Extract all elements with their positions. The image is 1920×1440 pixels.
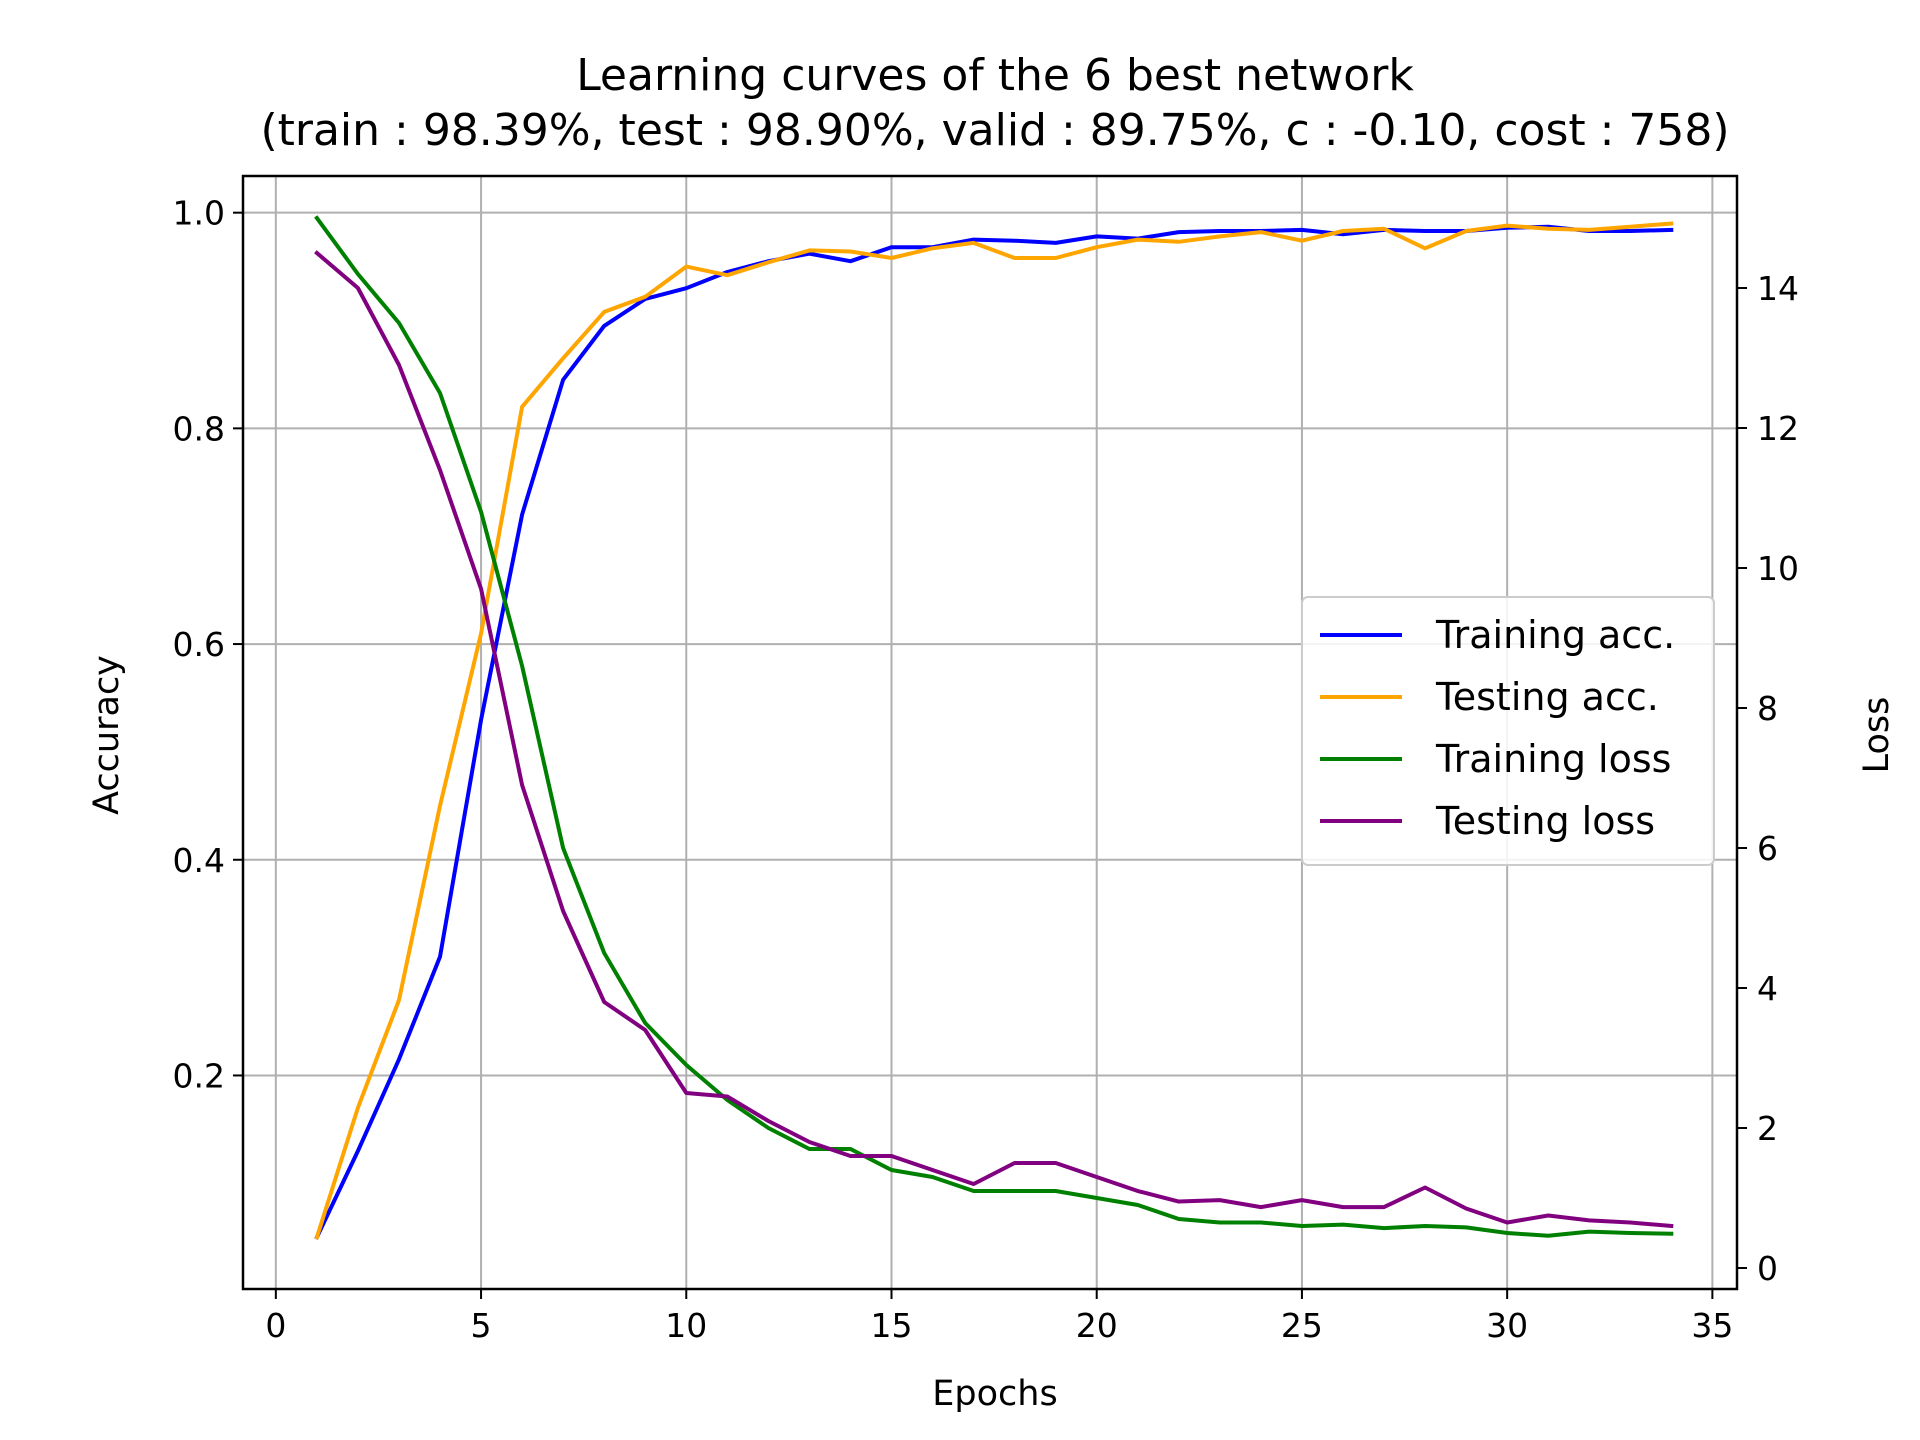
y-tick-label: 0.8 [173, 409, 225, 448]
y2-tick-label: 4 [1757, 969, 1778, 1008]
x-axis: 0 5 10 15 20 25 30 35 [265, 1289, 1733, 1345]
right-y-axis: 0 2 4 6 8 10 12 14 [1737, 269, 1799, 1288]
legend-label-training-loss: Training loss [1435, 737, 1671, 781]
x-tick-label: 10 [665, 1306, 707, 1345]
legend-label-testing-acc: Testing acc. [1435, 675, 1659, 719]
chart-title: Learning curves of the 6 best network [576, 50, 1414, 101]
x-tick-label: 35 [1691, 1306, 1733, 1345]
series-line-training-loss [314, 215, 1674, 1238]
y2-tick-label: 10 [1757, 549, 1799, 588]
x-tick-label: 15 [870, 1306, 912, 1345]
y2-tick-label: 8 [1757, 689, 1778, 728]
y2-tick-label: 2 [1757, 1109, 1778, 1148]
series-line-training-acc [314, 224, 1674, 1240]
x-tick-label: 5 [471, 1306, 492, 1345]
chart-subtitle: (train : 98.39%, test : 98.90%, valid : … [260, 105, 1729, 156]
y-tick-label: 0.4 [173, 841, 225, 880]
x-tick-label: 30 [1486, 1306, 1528, 1345]
legend: Training acc. Testing acc. Training loss Te… [1301, 596, 1715, 866]
y-tick-label: 1.0 [173, 194, 225, 233]
series-line-testing-loss [314, 250, 1674, 1229]
y2-tick-label: 14 [1757, 269, 1799, 308]
series-line-testing-acc [314, 221, 1674, 1240]
right-y-axis-label: Loss [1857, 697, 1897, 774]
y-tick-label: 0.6 [173, 625, 225, 664]
y2-tick-label: 0 [1757, 1249, 1778, 1288]
x-axis-label: Epochs [932, 1374, 1057, 1414]
series-lines [314, 215, 1674, 1240]
legend-label-testing-loss: Testing loss [1435, 799, 1655, 843]
x-tick-label: 25 [1281, 1306, 1323, 1345]
plot-frame [241, 174, 1739, 1291]
legend-box [1301, 596, 1715, 866]
left-y-axis: 0.2 0.4 0.6 0.8 1.0 [173, 194, 243, 1095]
y2-tick-label: 12 [1757, 409, 1799, 448]
x-tick-label: 20 [1076, 1306, 1118, 1345]
legend-label-training-acc: Training acc. [1435, 613, 1675, 657]
x-tick-label: 0 [265, 1306, 286, 1345]
y-tick-label: 0.2 [173, 1056, 225, 1095]
left-y-axis-label: Accuracy [87, 655, 127, 815]
y2-tick-label: 6 [1757, 829, 1778, 868]
